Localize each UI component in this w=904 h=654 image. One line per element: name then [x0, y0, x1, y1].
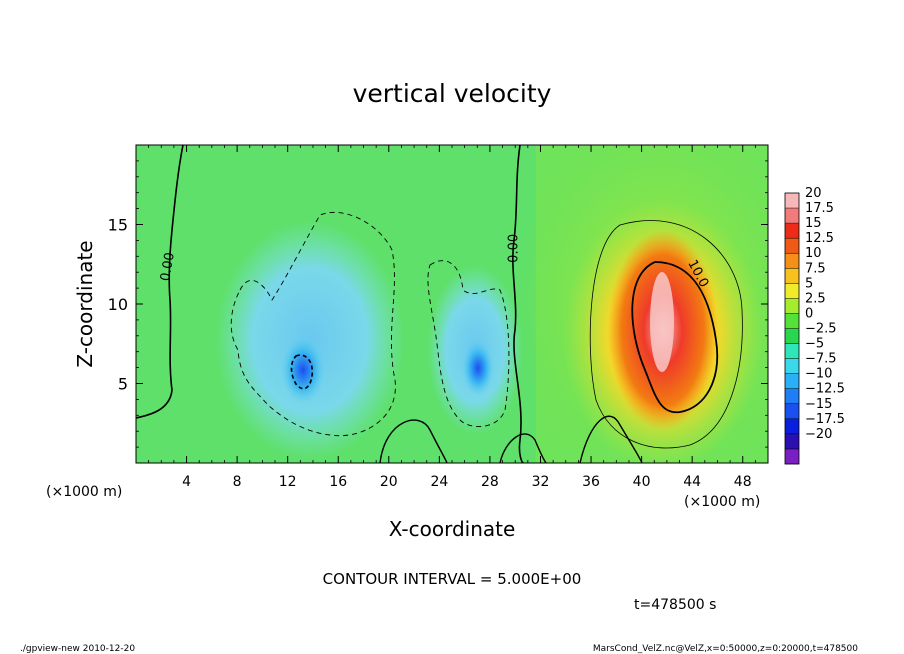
- colorbar-level-label: −12.5: [805, 382, 845, 397]
- contour-five: [589, 220, 743, 449]
- contour-bottom-lobe-1: [379, 419, 448, 463]
- colorbar-level-label: 2.5: [805, 291, 826, 306]
- updraft-peak: [650, 272, 674, 372]
- contour-neg-core: [290, 354, 314, 390]
- colorbar-swatch: [785, 373, 799, 390]
- downdraft-core-middle: [462, 340, 494, 396]
- colorbar-swatch: [785, 238, 799, 254]
- colorbar-swatch: [785, 388, 799, 405]
- x-tick-label: 40: [633, 474, 651, 490]
- chart-title: vertical velocity: [353, 79, 552, 108]
- y-tick-label: 15: [108, 216, 128, 235]
- colorbar-swatch: [785, 193, 799, 209]
- colorbar-swatch: [785, 328, 799, 344]
- colorbar-swatch: [785, 313, 799, 329]
- colorbar-swatch: [785, 268, 799, 284]
- y-tick-label: 5: [118, 375, 128, 394]
- colorbar-level-label: 0: [805, 306, 813, 321]
- colorbar-swatch: [785, 433, 799, 450]
- colorbar-level-label: −7.5: [805, 352, 837, 367]
- x-unit-left: (×1000 m): [46, 484, 122, 500]
- time-text: t=478500 s: [634, 597, 716, 613]
- colorbar-swatch: [785, 343, 799, 359]
- y-tick-label: 10: [108, 295, 128, 314]
- x-tick-label: 48: [734, 474, 752, 490]
- contour-neg-middle: [427, 260, 510, 427]
- x-tick-label: 20: [380, 474, 398, 490]
- contour-interval-text: CONTOUR INTERVAL = 5.000E+00: [323, 570, 582, 588]
- colorbar-level-label: −17.5: [805, 412, 845, 427]
- colorbar-level-label: −15: [805, 397, 832, 412]
- colorbar-level-label: −2.5: [805, 322, 837, 337]
- colorbar-swatch: [785, 283, 799, 299]
- colorbar-level-label: 12.5: [805, 231, 834, 246]
- colorbar-level-label: −5: [805, 337, 824, 352]
- contour-ten: [631, 261, 719, 414]
- colorbar-swatch: [785, 448, 799, 465]
- contour-zero-left: [136, 145, 184, 419]
- colorbar-swatch: [785, 403, 799, 420]
- colorbar-level-label: −10: [805, 367, 832, 382]
- colorbar-swatch: [785, 253, 799, 269]
- x-tick-label: 12: [279, 474, 297, 490]
- downdraft-core-left: [281, 336, 325, 404]
- colorbar-level-label: 5: [805, 276, 813, 291]
- colorbar-level-label: 15: [805, 216, 822, 231]
- plot-area: [136, 145, 768, 463]
- colorbar: 2017.51512.5107.552.50−2.5−5−7.5−10−12.5…: [784, 186, 845, 465]
- x-unit-right: (×1000 m): [684, 494, 760, 510]
- x-tick-label: 16: [329, 474, 347, 490]
- contour-bottom-lobe-3: [579, 415, 643, 463]
- contour-label: 0.00: [507, 234, 522, 263]
- x-tick-label: 32: [532, 474, 550, 490]
- x-tick-label: 24: [430, 474, 448, 490]
- colorbar-level-label: 7.5: [805, 261, 826, 276]
- x-tick-label: 28: [481, 474, 499, 490]
- colorbar-level-label: −20: [805, 427, 832, 442]
- colorbar-swatch: [785, 358, 799, 374]
- contour-label: 0.00: [158, 251, 178, 282]
- footer-right: MarsCond_VelZ.nc@VelZ,x=0:50000,z=0:2000…: [593, 644, 858, 654]
- x-tick-label: 36: [582, 474, 600, 490]
- x-axis-title: X-coordinate: [389, 517, 516, 541]
- x-tick-label: 8: [233, 474, 242, 490]
- colorbar-swatch: [785, 208, 799, 224]
- x-axis: 4 8 12 16 20 24 28 32 36 40 44 48: [148, 145, 756, 490]
- colorbar-swatch: [785, 418, 799, 435]
- y-axis: 5 10 15: [108, 160, 768, 448]
- contour-zero-middle: [512, 145, 524, 463]
- y-axis-title: Z-coordinate: [73, 240, 97, 367]
- contour-bottom-lobe-2: [499, 433, 547, 463]
- colorbar-swatch: [785, 223, 799, 239]
- contour-neg-left: [230, 211, 396, 437]
- footer-left: ./gpview-new 2010-12-20: [20, 644, 135, 654]
- colorbar-level-label: 20: [805, 186, 822, 201]
- colorbar-level-label: 10: [805, 246, 822, 261]
- x-tick-label: 44: [683, 474, 701, 490]
- colorbar-swatch: [785, 298, 799, 314]
- colorbar-level-label: 17.5: [805, 201, 834, 216]
- x-tick-label: 4: [182, 474, 191, 490]
